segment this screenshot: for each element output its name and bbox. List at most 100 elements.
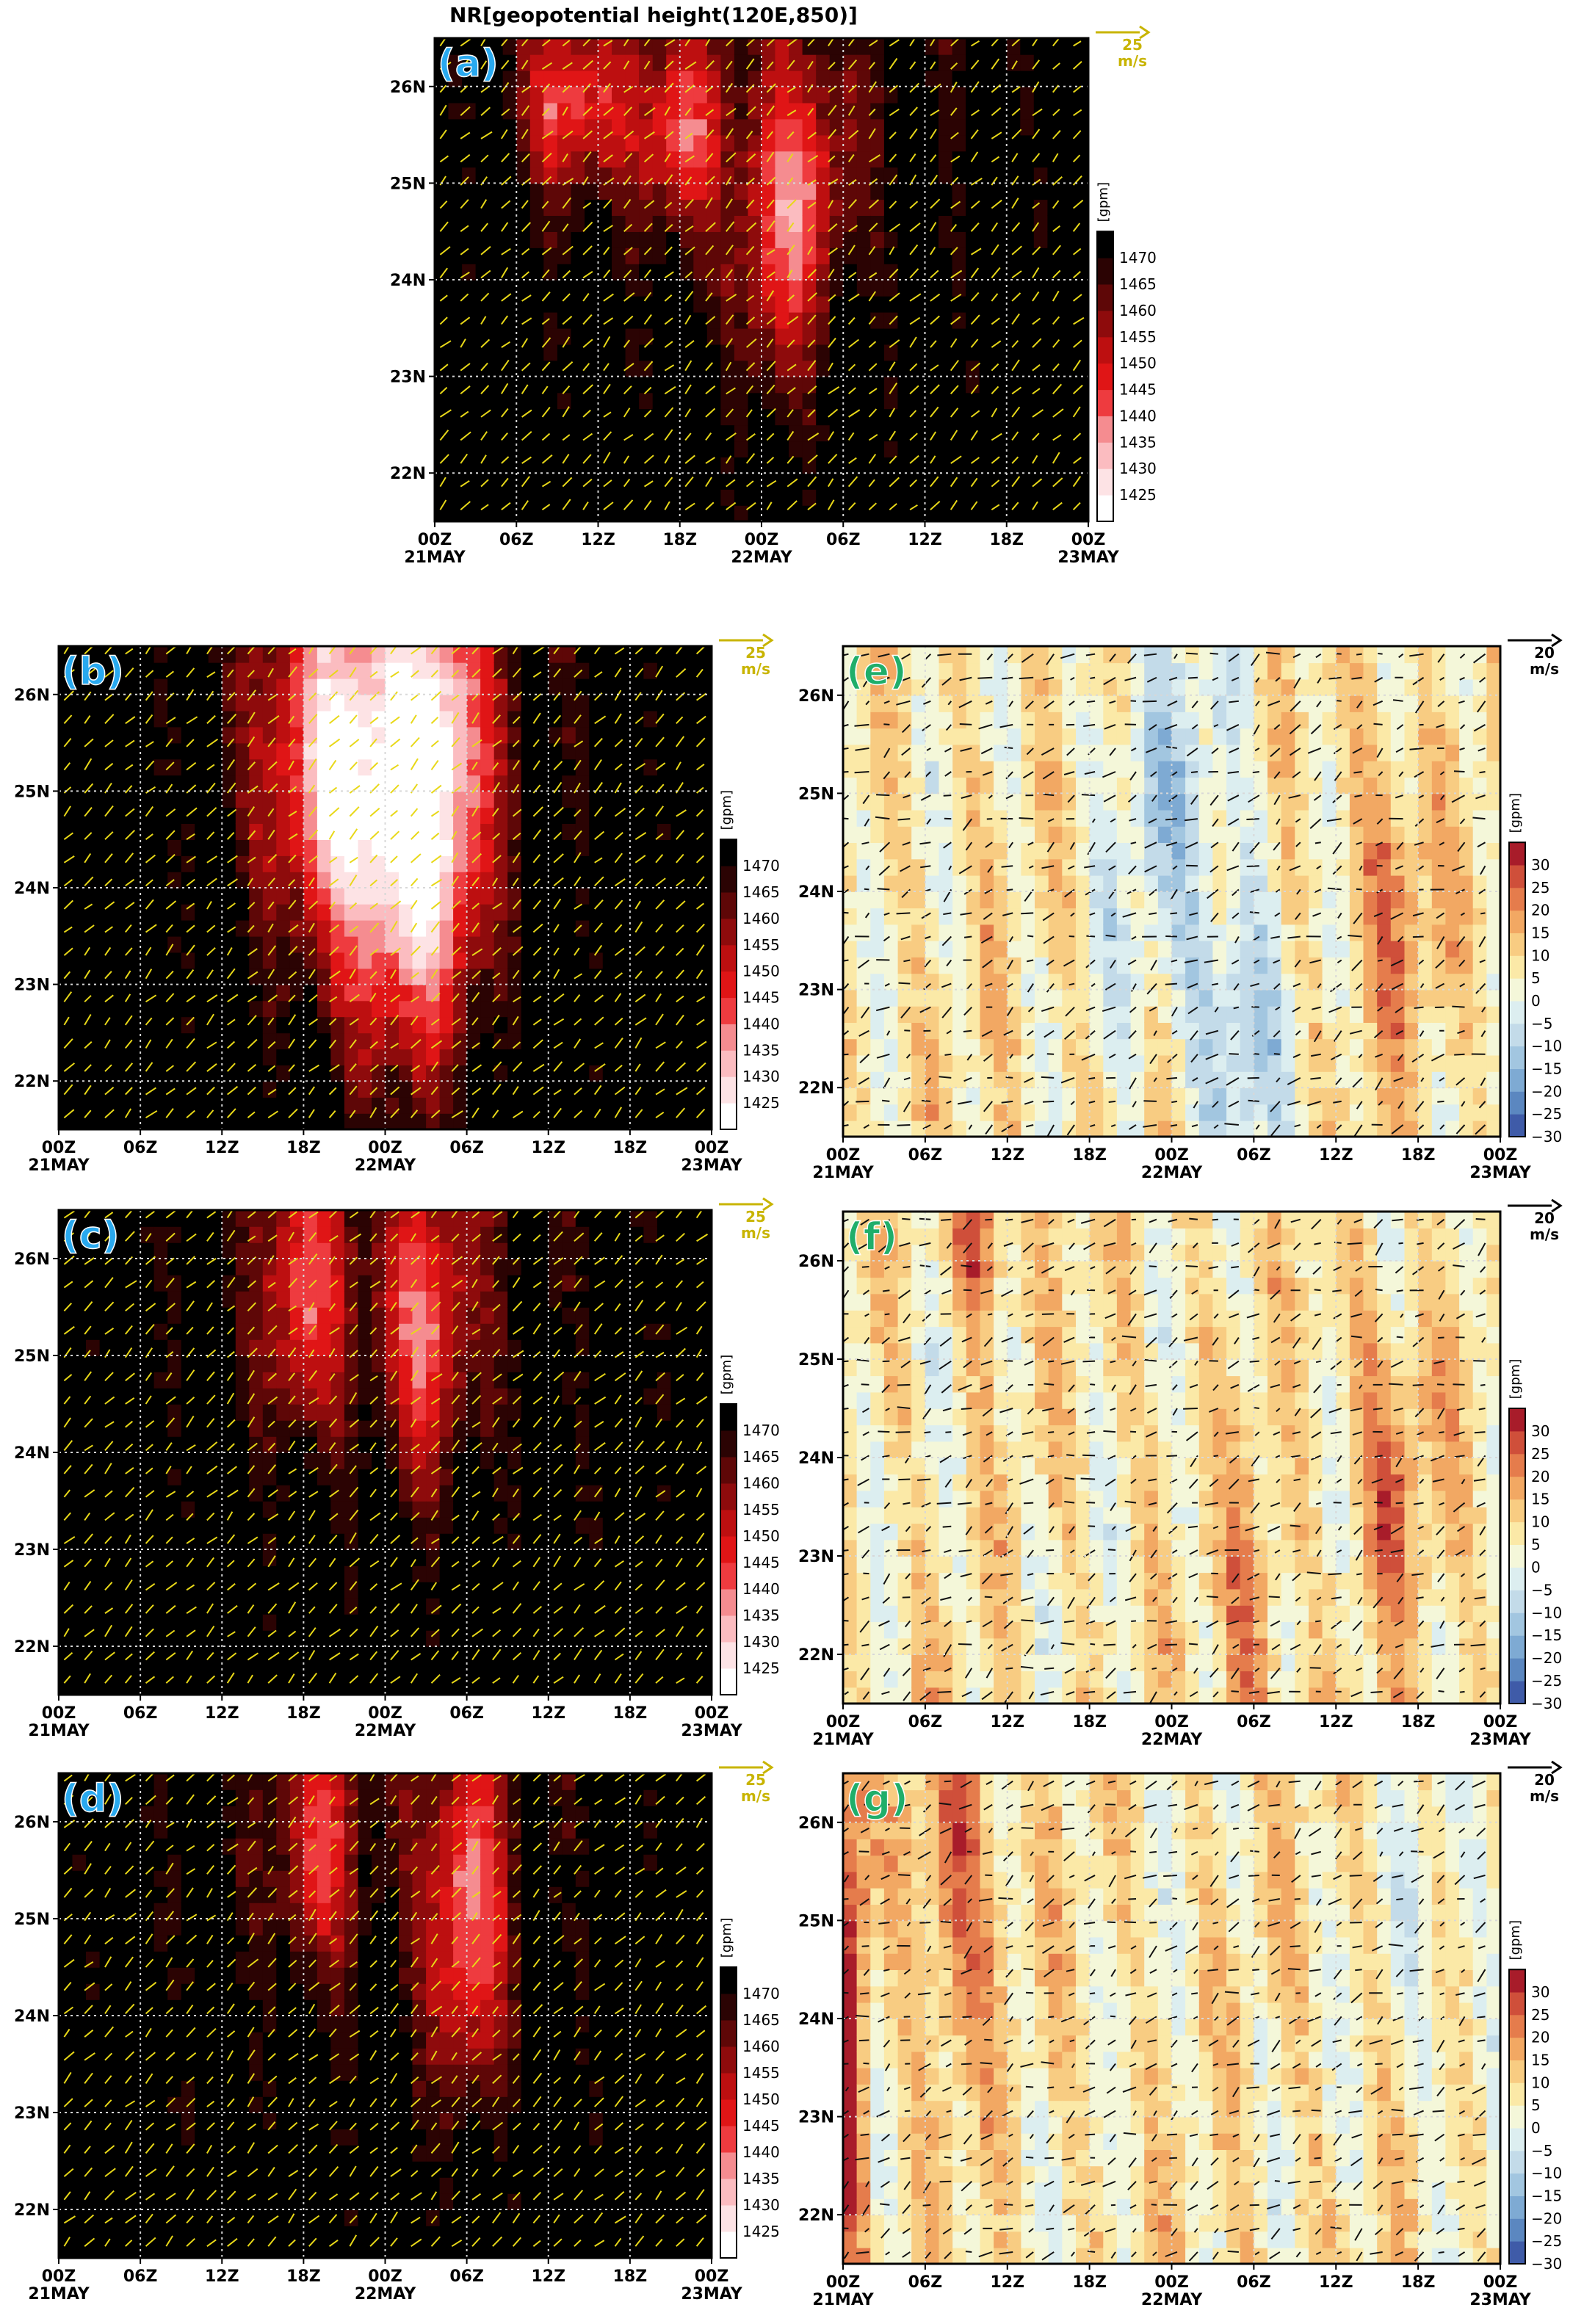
cell <box>897 473 912 490</box>
cell <box>208 903 223 921</box>
cell <box>208 1113 223 1129</box>
wind-vector <box>766 151 775 163</box>
wind-vector <box>705 339 714 348</box>
cell <box>235 1485 250 1502</box>
cell <box>1047 295 1062 313</box>
wind-vector <box>705 502 715 510</box>
cell <box>480 903 495 921</box>
cell <box>706 327 722 345</box>
wind-vector <box>145 786 156 794</box>
cell <box>235 1000 250 1018</box>
wind-vector <box>471 1017 479 1026</box>
wind-vector <box>267 737 276 747</box>
wind-vector <box>930 128 937 140</box>
wind-vector <box>582 59 593 70</box>
cell <box>426 903 441 921</box>
cell <box>462 327 477 345</box>
cell <box>140 710 155 728</box>
cell <box>1020 167 1035 184</box>
wind-vector <box>655 877 666 887</box>
wind-vector <box>909 128 918 140</box>
cell <box>706 360 722 377</box>
cell <box>399 742 413 760</box>
cell <box>344 888 359 905</box>
cell <box>775 344 789 361</box>
cell <box>562 823 576 840</box>
cell <box>911 264 926 280</box>
cell <box>99 823 114 840</box>
cell <box>86 1646 101 1663</box>
cell <box>629 952 645 969</box>
cell <box>829 344 844 361</box>
cell <box>883 70 899 87</box>
cell <box>883 54 899 71</box>
cell <box>585 231 599 248</box>
cell <box>1020 408 1035 426</box>
cell <box>1006 280 1021 297</box>
cell <box>399 952 413 969</box>
cell <box>502 280 517 297</box>
cell <box>167 1355 182 1372</box>
cell <box>789 392 803 410</box>
cell <box>72 694 87 712</box>
wind-vector <box>868 502 877 510</box>
cell <box>249 823 264 840</box>
cell <box>222 903 236 921</box>
cell <box>557 376 572 394</box>
cell <box>856 441 872 457</box>
wind-vector <box>574 1109 583 1118</box>
cell <box>816 376 831 394</box>
cell <box>99 678 114 695</box>
cell <box>762 86 776 104</box>
cell <box>939 457 953 474</box>
x-tick-label: 00Z <box>368 1139 402 1157</box>
wind-vector <box>623 106 633 116</box>
cell <box>235 903 250 921</box>
cell <box>86 1679 101 1695</box>
cell <box>475 505 490 521</box>
cell <box>666 247 681 264</box>
cell <box>344 1016 359 1034</box>
cell <box>249 1372 264 1389</box>
cell <box>856 167 872 184</box>
colorbar-swatch <box>720 839 737 866</box>
cell <box>502 344 517 361</box>
cell <box>598 231 612 248</box>
wind-vector <box>411 853 422 864</box>
cell <box>521 759 535 776</box>
wind-vector <box>145 760 155 771</box>
cell <box>344 710 359 728</box>
wind-vector <box>541 432 551 441</box>
wind-vector <box>623 153 633 163</box>
wind-vector <box>930 38 936 47</box>
cell <box>153 1404 168 1421</box>
cell <box>181 1436 195 1453</box>
cell <box>939 102 953 120</box>
cell <box>557 54 572 71</box>
wind-vector <box>848 409 861 418</box>
cell <box>966 295 980 313</box>
cell <box>289 839 305 856</box>
cell <box>679 183 695 200</box>
cell <box>598 505 612 521</box>
cell <box>775 102 789 120</box>
wind-vector <box>186 739 195 747</box>
cell <box>289 1323 305 1340</box>
cell <box>1020 505 1035 521</box>
cell <box>1060 199 1076 216</box>
wind-vector <box>369 1017 377 1026</box>
wind-vector <box>1073 316 1085 325</box>
cell <box>303 1501 318 1518</box>
wind-vector <box>267 853 278 864</box>
cell <box>1060 134 1076 152</box>
cell <box>952 408 966 426</box>
cell <box>1047 376 1062 394</box>
cell <box>529 327 545 345</box>
cell <box>99 919 114 937</box>
wind-vector <box>541 39 551 47</box>
cell <box>548 952 563 969</box>
wind-vector <box>828 408 839 418</box>
cell <box>113 662 128 679</box>
cell <box>625 38 640 55</box>
wind-vector <box>745 38 756 47</box>
